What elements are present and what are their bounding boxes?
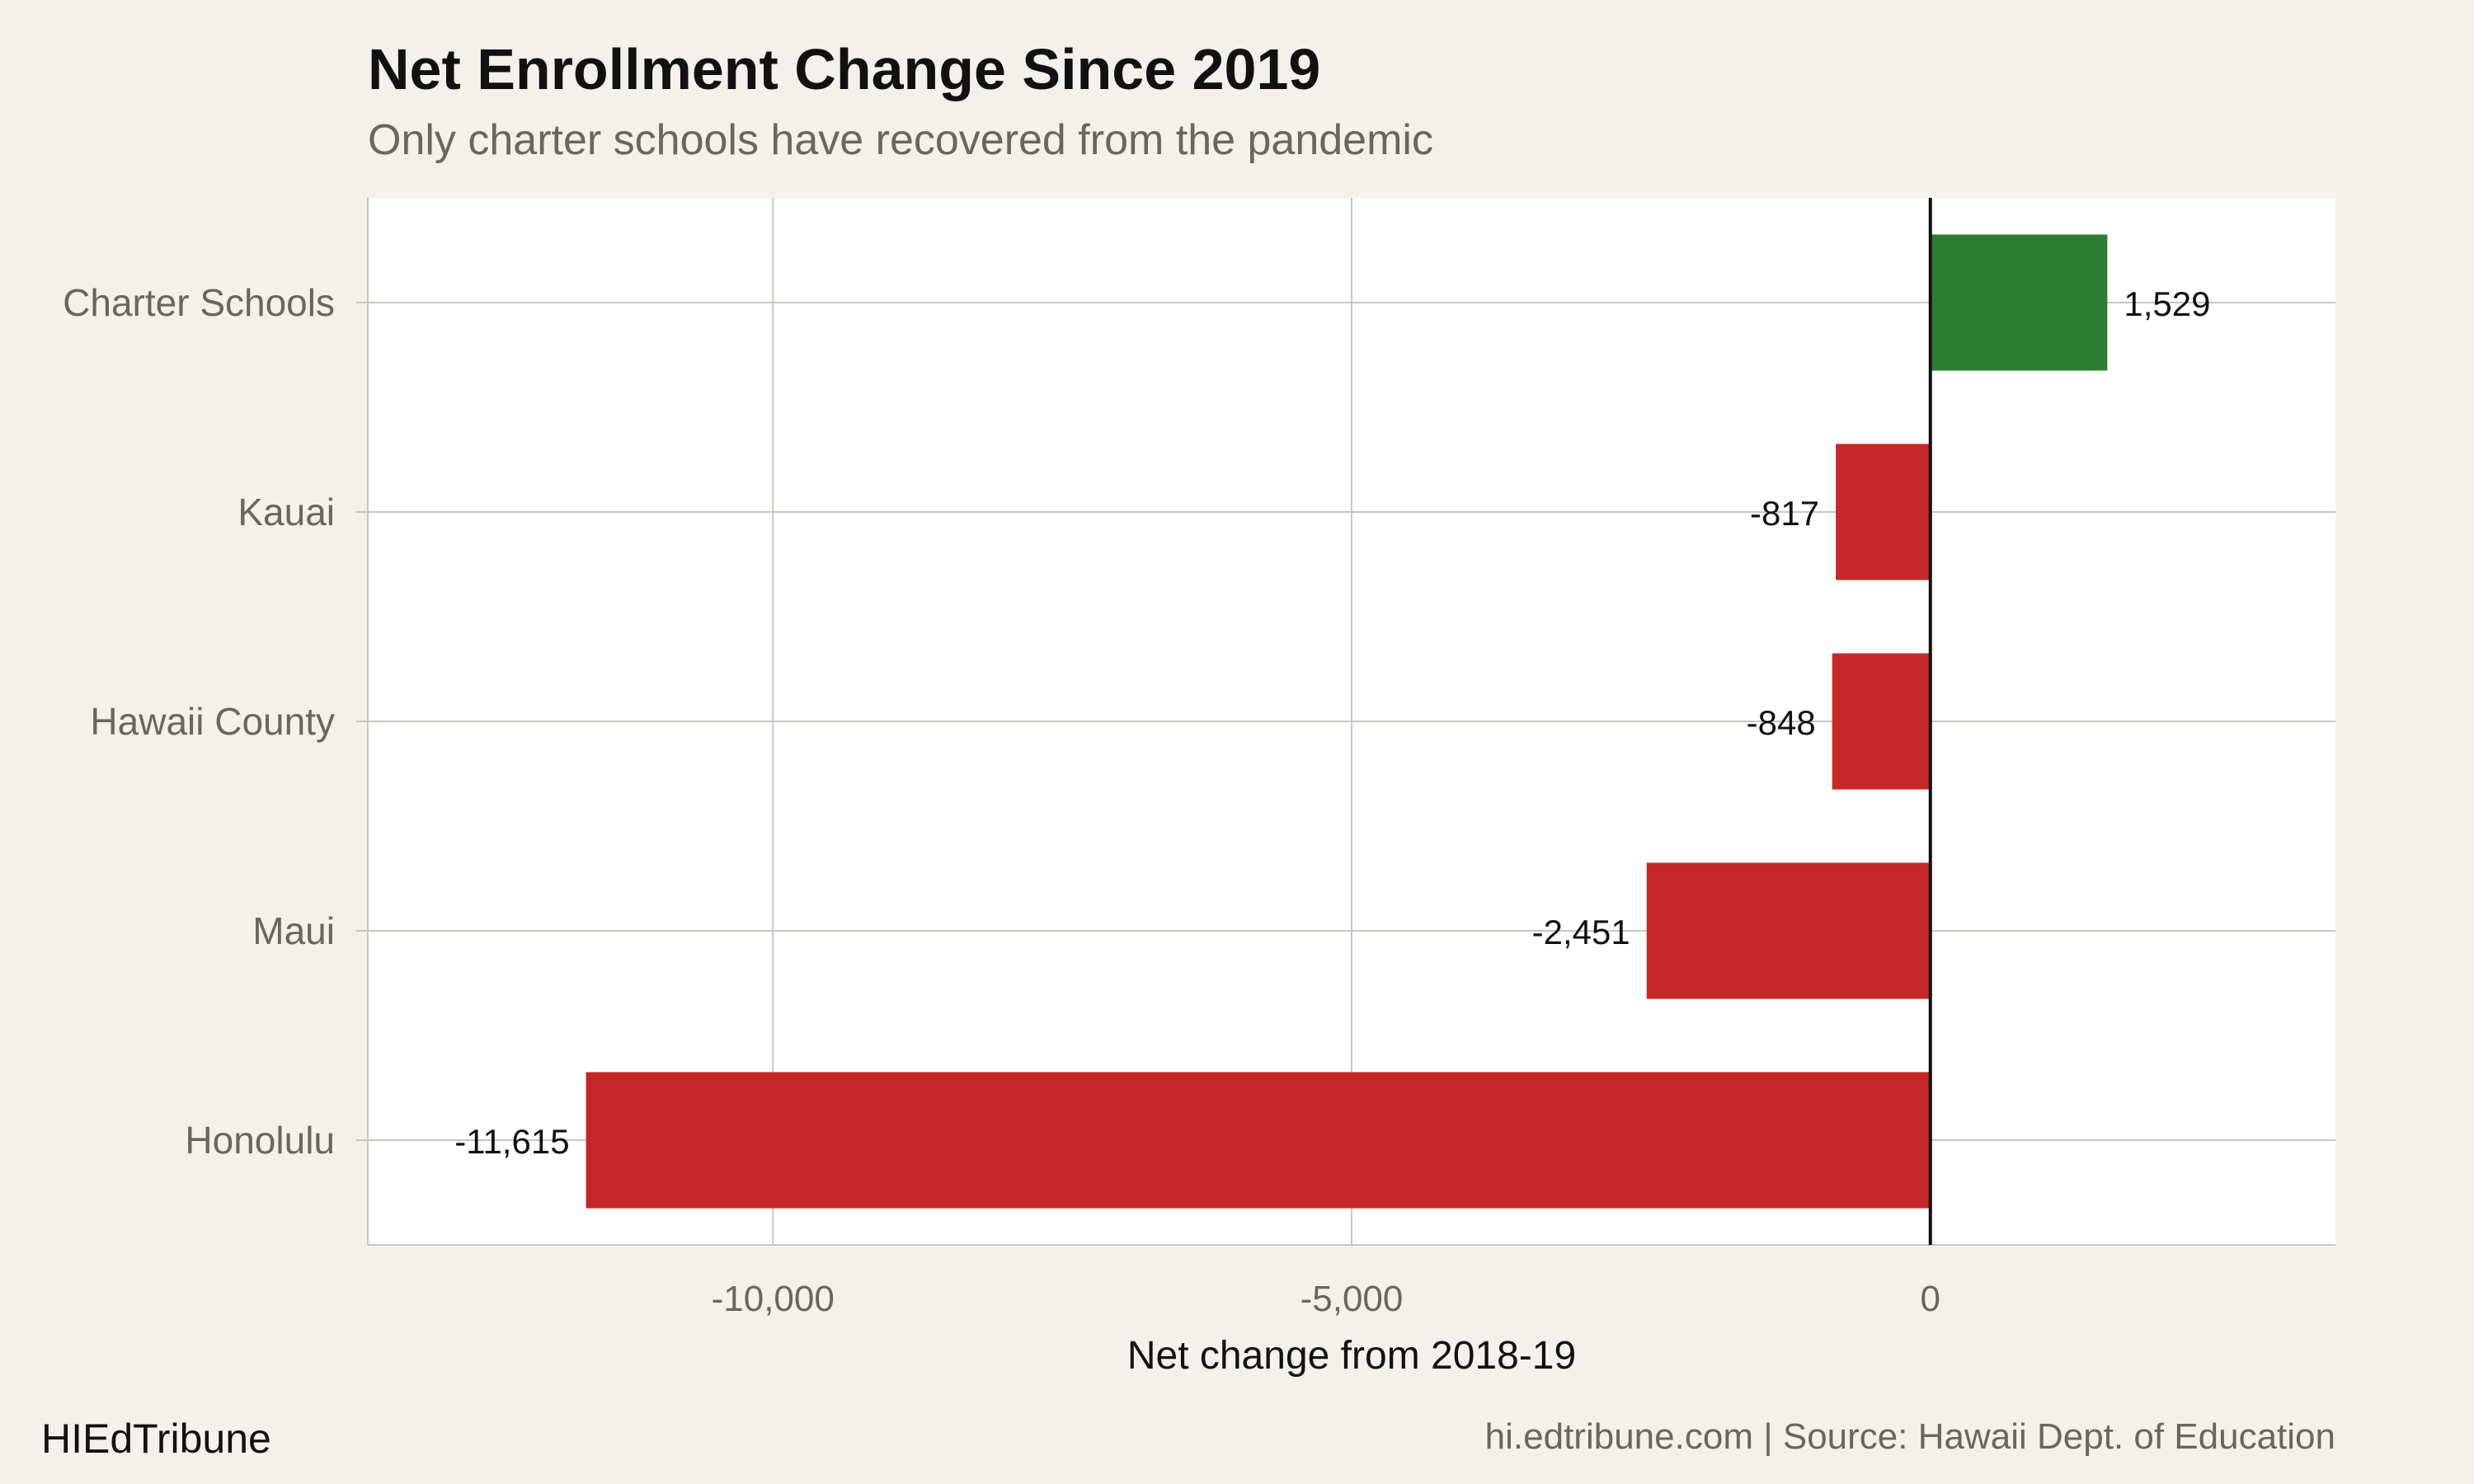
y-tick-label: Maui <box>252 909 335 952</box>
data-label: -2,451 <box>1532 913 1630 951</box>
bar <box>1647 862 1931 998</box>
x-tick-label: -10,000 <box>712 1279 835 1319</box>
bar-chart: Charter Schools Kauai Hawaii County Maui Hon… <box>0 0 2474 1484</box>
bar <box>1931 234 2108 370</box>
bar <box>1832 653 1931 789</box>
data-label: -848 <box>1747 703 1816 742</box>
brand-name: HIEdTribune <box>41 1415 271 1463</box>
data-label: 1,529 <box>2124 284 2210 323</box>
x-tick-label: -5,000 <box>1300 1279 1404 1319</box>
x-tick-label: 0 <box>1921 1279 1940 1319</box>
y-tick-label: Hawaii County <box>90 700 335 743</box>
x-axis-label: Net change from 2018-19 <box>1127 1334 1576 1378</box>
data-label: -11,615 <box>454 1122 569 1161</box>
y-tick-label: Kauai <box>238 491 335 533</box>
bar <box>1836 444 1931 580</box>
data-label: -817 <box>1750 494 1819 533</box>
y-tick-label: Charter Schools <box>63 281 335 324</box>
source-text: hi.edtribune.com | Source: Hawaii Dept. … <box>1485 1416 2335 1458</box>
bar <box>586 1072 1931 1208</box>
y-tick-label: Honolulu <box>185 1119 335 1162</box>
